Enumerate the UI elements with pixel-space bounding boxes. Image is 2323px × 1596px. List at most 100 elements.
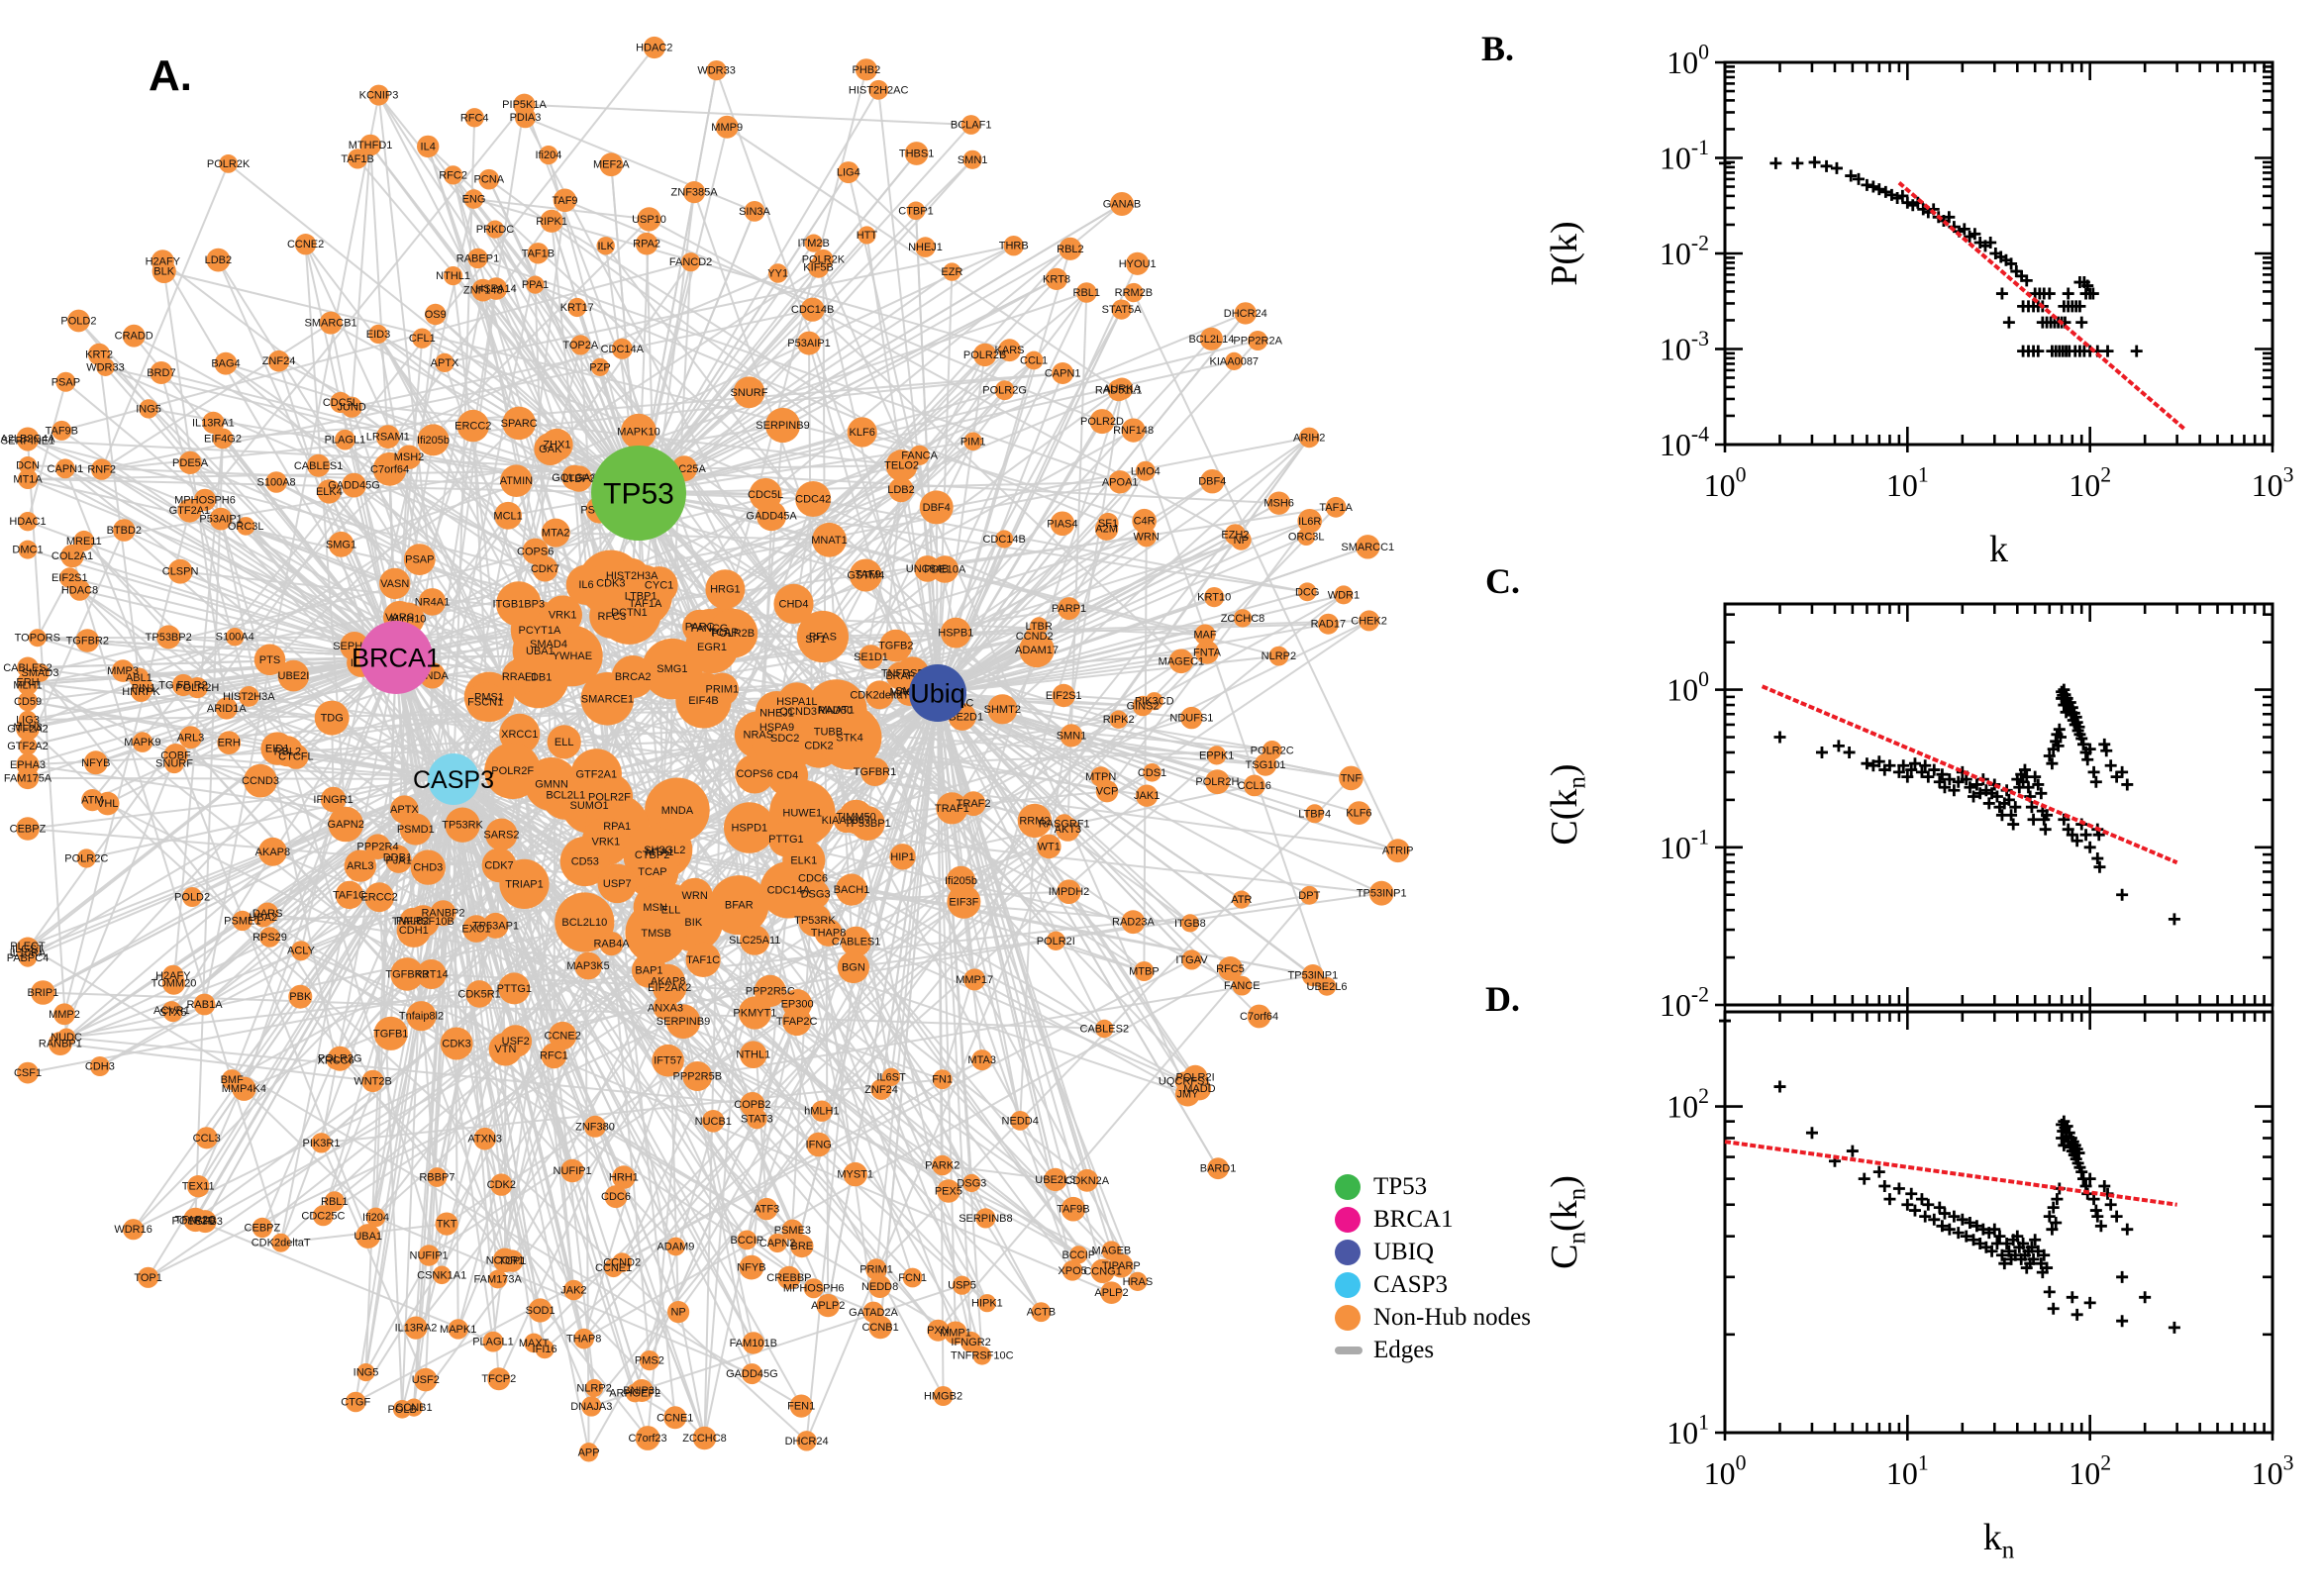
svg-text:TAF1A: TAF1A [629, 598, 662, 610]
svg-text:LIG4: LIG4 [837, 167, 860, 179]
svg-text:AKAP8: AKAP8 [651, 976, 685, 988]
panel-label-d: D. [1485, 979, 1520, 1019]
svg-text:BNIP3L: BNIP3L [623, 1385, 660, 1397]
svg-text:CCL3: CCL3 [193, 1133, 221, 1145]
svg-text:RFC5: RFC5 [1216, 963, 1245, 975]
svg-text:TP53RK: TP53RK [442, 820, 483, 832]
svg-text:CHEK2: CHEK2 [1351, 615, 1387, 627]
svg-text:CAPN1: CAPN1 [48, 463, 84, 475]
svg-text:BACH1: BACH1 [834, 884, 870, 896]
svg-text:GATAD2A: GATAD2A [849, 1307, 898, 1319]
svg-text:HIST2H3A: HIST2H3A [606, 570, 658, 582]
svg-text:YWHAE: YWHAE [553, 650, 592, 662]
svg-text:PALB2: PALB2 [396, 915, 429, 927]
svg-text:MCL1: MCL1 [493, 510, 522, 522]
svg-text:DSG3: DSG3 [801, 889, 831, 901]
svg-text:GAK: GAK [539, 444, 562, 455]
svg-text:PHB2: PHB2 [853, 64, 881, 76]
svg-text:PFAS: PFAS [809, 632, 837, 644]
hub-node-ubiq [909, 664, 966, 722]
svg-text:RAD23A: RAD23A [1112, 917, 1155, 929]
svg-text:ACLY: ACLY [287, 946, 316, 957]
svg-text:RAB4A: RAB4A [593, 939, 630, 950]
svg-text:CCNE1: CCNE1 [595, 1262, 632, 1274]
svg-text:CDK7: CDK7 [531, 563, 559, 575]
svg-text:CABLES1: CABLES1 [832, 937, 881, 948]
svg-text:CHD3: CHD3 [413, 862, 443, 874]
svg-text:PSME1: PSME1 [224, 915, 260, 927]
svg-text:DBF4: DBF4 [923, 502, 951, 514]
network-nodes[interactable] [16, 36, 1410, 1462]
svg-text:CEBPZ: CEBPZ [10, 824, 47, 836]
svg-text:RIPK1: RIPK1 [536, 216, 567, 228]
svg-text:IFNGR1: IFNGR1 [313, 794, 353, 806]
hub-nodes[interactable] [359, 446, 966, 805]
svg-text:XPO5: XPO5 [1058, 1265, 1086, 1277]
svg-text:POLR2G: POLR2G [318, 1053, 362, 1065]
svg-text:SMAD4: SMAD4 [530, 639, 567, 650]
svg-text:BAG4: BAG4 [211, 358, 240, 370]
svg-text:ING5: ING5 [354, 1367, 379, 1379]
svg-text:CABLES1: CABLES1 [294, 460, 344, 472]
svg-text:HDAC8: HDAC8 [61, 585, 98, 597]
svg-text:TFAP2C: TFAP2C [175, 1214, 217, 1226]
svg-text:TNF: TNF [1341, 772, 1363, 784]
svg-text:MMP17: MMP17 [956, 974, 993, 986]
svg-text:SOD1: SOD1 [526, 1305, 556, 1317]
svg-text:MPHOSPH6: MPHOSPH6 [783, 1283, 845, 1295]
svg-text:HIPK1: HIPK1 [971, 1298, 1003, 1310]
svg-text:DARS: DARS [252, 908, 283, 920]
svg-text:FANCE: FANCE [1224, 980, 1261, 992]
svg-text:PABPC4: PABPC4 [7, 952, 50, 964]
svg-text:PIK3CD: PIK3CD [1135, 696, 1174, 708]
svg-text:CABLES2: CABLES2 [1080, 1024, 1130, 1036]
svg-text:CDC25C: CDC25C [301, 1210, 345, 1222]
svg-text:SERPINB9: SERPINB9 [656, 1016, 710, 1028]
svg-text:RAD51L1: RAD51L1 [1095, 385, 1143, 397]
svg-text:CAPN2: CAPN2 [759, 1238, 796, 1249]
svg-text:TRAF2: TRAF2 [957, 798, 991, 810]
scatter-points [1719, 155, 2143, 357]
svg-text:Ifi204: Ifi204 [362, 1212, 389, 1224]
svg-text:UBE2L3: UBE2L3 [1035, 1174, 1075, 1186]
svg-text:CDK3: CDK3 [442, 1039, 470, 1050]
svg-text:TDG: TDG [321, 713, 344, 725]
svg-text:HTT: HTT [857, 230, 878, 242]
svg-text:THAP8: THAP8 [811, 927, 846, 939]
svg-text:ENG: ENG [462, 194, 486, 206]
svg-text:PRKDC: PRKDC [476, 224, 515, 236]
svg-text:TOP1: TOP1 [134, 1272, 162, 1284]
svg-text:TAF1A: TAF1A [1319, 502, 1353, 514]
svg-text:Cn(kn): Cn(kn) [1544, 1175, 1590, 1269]
svg-text:TKT: TKT [437, 1219, 457, 1231]
svg-text:TOP2A: TOP2A [562, 340, 599, 351]
svg-text:103: 103 [2252, 463, 2294, 503]
svg-text:RRM2B: RRM2B [1115, 287, 1154, 299]
svg-text:GADD45G: GADD45G [726, 1368, 778, 1380]
svg-text:RANBP1: RANBP1 [39, 1039, 82, 1050]
svg-text:ATF3: ATF3 [754, 1204, 779, 1216]
svg-text:TP53INP1: TP53INP1 [1357, 888, 1407, 900]
svg-text:MT1A: MT1A [13, 473, 43, 485]
svg-text:JUND: JUND [338, 402, 366, 414]
svg-text:ZNF380: ZNF380 [575, 1121, 615, 1133]
svg-text:EID3: EID3 [366, 329, 390, 341]
svg-text:TP53INP1: TP53INP1 [1288, 970, 1339, 982]
panel-label-c: C. [1485, 561, 1520, 601]
svg-text:CEBPZ: CEBPZ [245, 1223, 281, 1235]
svg-text:CCL16: CCL16 [1238, 780, 1271, 792]
svg-text:BLK: BLK [153, 265, 174, 277]
svg-text:CTGF: CTGF [341, 1397, 370, 1409]
svg-text:VASN: VASN [380, 578, 409, 590]
svg-text:TAF1C: TAF1C [333, 889, 366, 901]
svg-text:POLR2B: POLR2B [963, 349, 1006, 361]
svg-text:CAPN1: CAPN1 [1045, 368, 1081, 380]
svg-text:POLR2C: POLR2C [64, 853, 108, 865]
svg-text:ARHGEF2: ARHGEF2 [609, 1388, 660, 1400]
svg-text:KRT14: KRT14 [415, 969, 449, 981]
svg-text:RPA1: RPA1 [603, 821, 631, 833]
svg-text:KIAA0087: KIAA0087 [1210, 355, 1260, 367]
svg-text:RFC1: RFC1 [540, 1050, 568, 1062]
svg-text:10-1: 10-1 [1660, 136, 1709, 175]
svg-text:PTTG1: PTTG1 [768, 834, 803, 846]
